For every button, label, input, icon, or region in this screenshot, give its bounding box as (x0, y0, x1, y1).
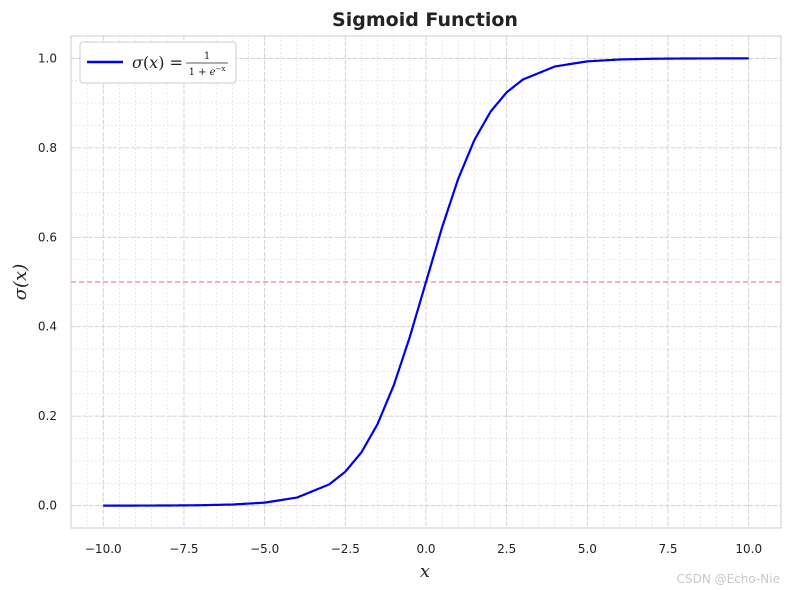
y-tick-label: 1.0 (38, 51, 57, 65)
x-axis-label: x (420, 561, 430, 582)
y-axis-label: σ(x) (10, 264, 31, 300)
legend-label: σ(x) = (132, 53, 183, 72)
x-tick-labels: −10.0 −7.5 −5.0 −2.5 0.0 2.5 5.0 7.5 10.0 (85, 542, 762, 556)
x-tick-label: 2.5 (497, 542, 516, 556)
x-tick-label: 0.0 (416, 542, 435, 556)
chart-title: Sigmoid Function (332, 9, 518, 31)
x-tick-label: 5.0 (578, 542, 597, 556)
y-tick-label: 0.4 (38, 320, 57, 334)
x-tick-label: 10.0 (735, 542, 762, 556)
y-tick-label: 0.6 (38, 230, 57, 244)
x-tick-label: 7.5 (658, 542, 677, 556)
watermark: CSDN @Echo-Nie (676, 572, 780, 586)
x-tick-label: −2.5 (331, 542, 360, 556)
x-tick-label: −10.0 (85, 542, 122, 556)
legend: σ(x) = 1 1 + e−x (79, 41, 237, 84)
series-line-sigmoid (103, 57, 749, 507)
x-tick-label: −7.5 (169, 542, 198, 556)
y-tick-labels: 0.0 0.2 0.4 0.6 0.8 1.0 (38, 51, 57, 512)
legend-frac-num: 1 (204, 51, 210, 62)
plot-frame (70, 35, 782, 529)
legend-box (79, 41, 237, 84)
y-tick-label: 0.0 (38, 499, 57, 513)
x-tick-label: −5.0 (250, 542, 279, 556)
y-tick-label: 0.8 (38, 141, 57, 155)
series-layer (103, 57, 749, 507)
y-tick-label: 0.2 (38, 409, 57, 423)
